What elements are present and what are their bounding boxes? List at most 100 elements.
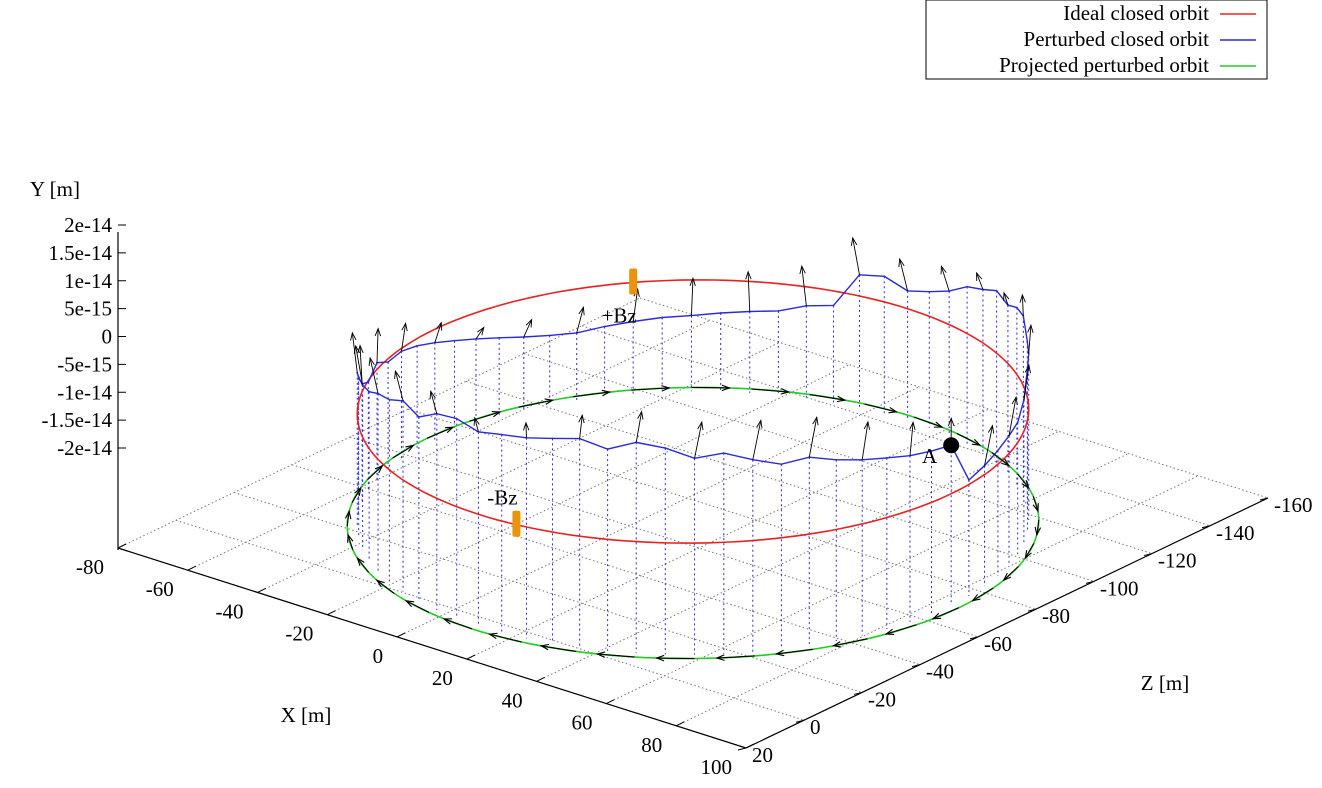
field-arrow-shaft <box>426 426 454 439</box>
field-arrow-shaft <box>809 394 845 401</box>
magnet-label: +Bz <box>602 303 637 327</box>
field-arrow-head <box>1002 572 1012 582</box>
field-arrow-head <box>909 420 916 431</box>
field-arrow-head <box>436 321 443 331</box>
field-arrow-head <box>780 388 791 395</box>
field-arrow-shaft <box>913 416 943 428</box>
perturbed-orbit-point <box>548 334 551 337</box>
field-arrow-head <box>948 416 955 426</box>
field-arrow-head <box>442 618 453 625</box>
field-arrow-shaft <box>401 323 407 352</box>
z-tick <box>1259 497 1269 501</box>
field-arrow-shaft <box>852 237 860 275</box>
field-arrow-shaft <box>1028 325 1032 354</box>
field-arrow-shaft <box>716 655 755 659</box>
field-arrow-head <box>375 579 385 588</box>
z-tick <box>1027 608 1037 612</box>
field-arrow-shaft <box>367 465 383 481</box>
field-arrow-head <box>863 420 870 430</box>
z-tick-label: -160 <box>1274 493 1313 517</box>
field-arrow-head <box>745 270 752 280</box>
y-tick-label: 0 <box>102 325 113 349</box>
legend-label: Projected perturbed orbit <box>999 53 1209 77</box>
z-tick <box>1085 580 1095 584</box>
field-arrow-head <box>374 464 384 474</box>
field-arrow-head <box>971 594 981 602</box>
perturbed-orbit-point <box>357 375 360 378</box>
field-arrow-head <box>354 486 362 496</box>
field-arrow-shaft <box>359 345 363 384</box>
field-arrow-head <box>1011 395 1018 406</box>
legend-label: Ideal closed orbit <box>1063 1 1209 25</box>
field-arrow-shaft <box>956 432 981 446</box>
field-arrow-head <box>1021 480 1030 490</box>
z-tick-label: -40 <box>926 660 954 684</box>
field-arrow-shaft <box>976 272 984 290</box>
grid-line-z <box>639 297 1269 499</box>
field-arrow-shaft <box>1032 496 1039 512</box>
field-arrow-head <box>368 356 375 367</box>
field-arrow-head <box>344 509 352 520</box>
x-tick <box>187 565 197 571</box>
perturbed-orbit-point <box>500 433 503 436</box>
field-arrow-shaft <box>861 421 869 460</box>
field-arrow-head <box>523 421 530 431</box>
field-arrow-head <box>1001 458 1011 467</box>
x-tick <box>466 654 476 660</box>
field-arrow-shaft <box>1003 565 1019 581</box>
z-tick <box>911 664 921 668</box>
grid-line-z <box>523 353 1153 555</box>
field-arrow-shaft <box>434 322 442 343</box>
perturbed-orbit-point <box>930 450 933 452</box>
field-arrow-shaft <box>573 391 610 398</box>
field-arrow-shaft <box>932 607 960 620</box>
field-arrow-head <box>971 438 982 446</box>
field-arrow-shaft <box>635 411 643 443</box>
field-arrow-head <box>976 271 983 281</box>
field-arrow-shaft <box>356 557 370 573</box>
field-arrow-head <box>1024 550 1032 560</box>
field-arrow-shaft <box>475 327 485 340</box>
magnet-label: -Bz <box>487 486 517 510</box>
z-tick-label: -20 <box>868 687 896 711</box>
field-arrow-shaft <box>776 648 813 655</box>
field-arrow-head <box>405 444 415 452</box>
field-arrow-head <box>1032 503 1039 513</box>
field-arrow-head <box>661 385 671 392</box>
field-arrow-head <box>473 416 480 426</box>
perturbed-orbit-point <box>995 289 998 292</box>
perturbed-orbit-point <box>661 316 664 319</box>
field-arrow-shaft <box>972 587 994 602</box>
perturbed-orbit-point <box>603 325 606 328</box>
y-tick-label: -2e-14 <box>57 436 112 460</box>
field-arrow-shaft <box>909 422 914 456</box>
field-arrow-shaft <box>801 266 807 306</box>
field-arrow-shaft <box>1023 365 1030 401</box>
perturbed-orbit-point <box>387 361 389 363</box>
field-arrow-shaft <box>576 307 584 334</box>
z-tick-label: -100 <box>1100 576 1139 600</box>
perturbed-orbit-point <box>966 285 969 288</box>
field-arrow-shaft <box>518 399 553 408</box>
field-arrow-head <box>477 326 485 336</box>
perturbed-orbit-point <box>498 336 501 339</box>
y-tick-label: -5e-15 <box>57 352 112 376</box>
field-arrow-head <box>637 410 644 420</box>
field-arrow-shaft <box>833 638 868 647</box>
z-tick-label: 0 <box>810 715 821 739</box>
x-tick <box>396 632 406 638</box>
field-arrow-head <box>357 344 364 354</box>
field-arrow-head <box>347 533 354 543</box>
field-arrow-head <box>799 264 806 275</box>
y-tick-label: 1e-14 <box>64 269 112 293</box>
field-arrow-head <box>774 649 785 657</box>
field-arrow-head <box>401 321 408 332</box>
grid-line-x <box>396 386 920 638</box>
perturbed-orbit-point <box>997 449 999 452</box>
z-tick <box>1201 525 1211 529</box>
y-tick-label: -1e-14 <box>57 380 112 404</box>
perturbed-orbit-point <box>388 398 391 401</box>
z-tick-label: -120 <box>1158 549 1197 573</box>
field-arrow-shaft <box>864 403 897 413</box>
field-arrow-shaft <box>394 370 404 401</box>
